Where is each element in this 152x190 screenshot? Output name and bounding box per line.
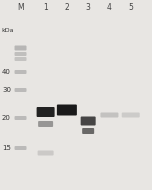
FancyBboxPatch shape bbox=[15, 52, 26, 56]
Text: 5: 5 bbox=[128, 3, 133, 13]
FancyBboxPatch shape bbox=[100, 112, 118, 117]
FancyBboxPatch shape bbox=[82, 128, 94, 134]
Text: 4: 4 bbox=[107, 3, 112, 13]
FancyBboxPatch shape bbox=[15, 88, 26, 92]
Text: 15: 15 bbox=[2, 145, 11, 151]
FancyBboxPatch shape bbox=[57, 105, 77, 116]
Text: 20: 20 bbox=[2, 115, 11, 121]
FancyBboxPatch shape bbox=[81, 116, 96, 126]
FancyBboxPatch shape bbox=[37, 107, 55, 117]
FancyBboxPatch shape bbox=[15, 57, 26, 61]
FancyBboxPatch shape bbox=[15, 45, 26, 51]
FancyBboxPatch shape bbox=[15, 146, 26, 150]
FancyBboxPatch shape bbox=[15, 116, 26, 120]
Text: 3: 3 bbox=[86, 3, 91, 13]
Text: kDa: kDa bbox=[1, 28, 14, 32]
Text: M: M bbox=[17, 3, 24, 13]
Text: 1: 1 bbox=[43, 3, 48, 13]
Text: 30: 30 bbox=[2, 87, 11, 93]
FancyBboxPatch shape bbox=[38, 121, 53, 127]
FancyBboxPatch shape bbox=[38, 150, 54, 155]
Text: 40: 40 bbox=[2, 69, 11, 75]
Text: 2: 2 bbox=[64, 3, 69, 13]
FancyBboxPatch shape bbox=[122, 112, 140, 117]
FancyBboxPatch shape bbox=[15, 70, 26, 74]
